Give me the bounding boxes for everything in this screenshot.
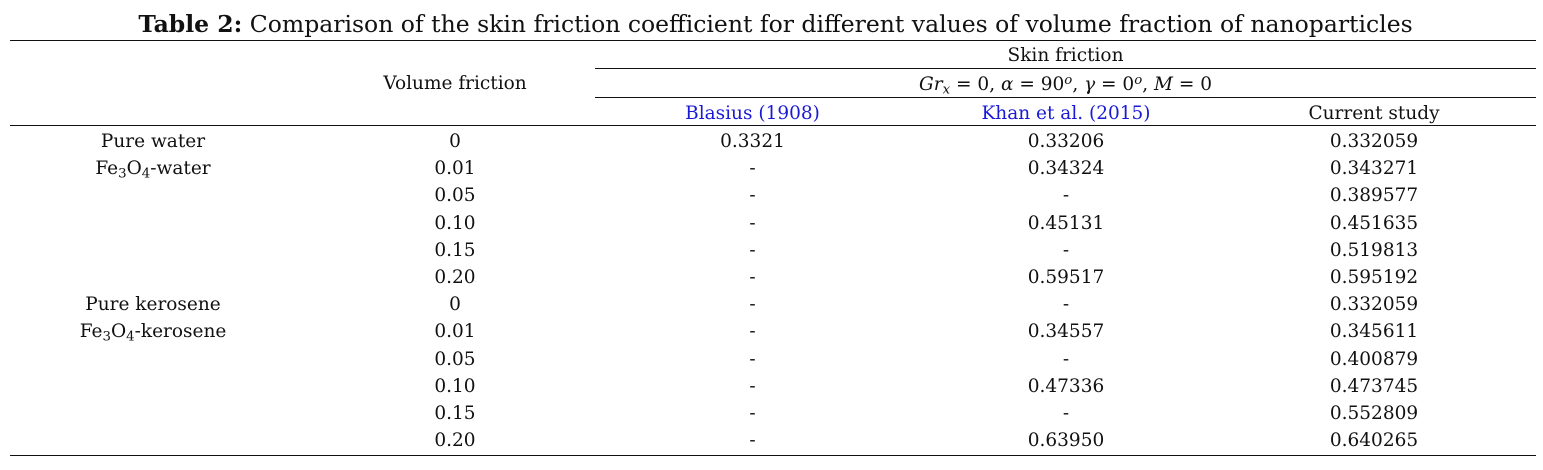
volume-fraction-cell: 0.15 bbox=[434, 239, 476, 261]
current-study-cell: 0.640265 bbox=[1329, 430, 1419, 452]
current-study-cell: 0.473745 bbox=[1329, 375, 1419, 397]
column-header-khan[interactable]: Khan et al. (2015) bbox=[981, 103, 1151, 124]
khan-cell: 0.63950 bbox=[1027, 430, 1105, 452]
current-study-cell: 0.552809 bbox=[1329, 403, 1419, 424]
header-bottom-rule bbox=[10, 125, 1536, 126]
table-row: 0.15 - - 0.519813 bbox=[0, 237, 1543, 264]
blasius-cell: - bbox=[749, 239, 756, 261]
khan-cell: - bbox=[1062, 239, 1070, 261]
condition-rule bbox=[595, 97, 1536, 98]
column-header-blasius[interactable]: Blasius (1908) bbox=[685, 103, 820, 124]
khan-cell: - bbox=[1062, 403, 1070, 424]
blasius-cell: - bbox=[749, 158, 756, 180]
table-row: Fe3O4-kerosene 0.01 - 0.34557 0.345611 bbox=[0, 318, 1543, 345]
current-study-cell: 0.332059 bbox=[1329, 294, 1419, 316]
current-study-cell: 0.400879 bbox=[1329, 348, 1419, 370]
current-study-cell: 0.332059 bbox=[1329, 131, 1419, 152]
table-row: 0.05 - - 0.389577 bbox=[0, 182, 1543, 209]
current-study-cell: 0.389577 bbox=[1329, 185, 1419, 207]
table-body: Pure water 0 0.3321 0.33206 0.332059 Fe3O4-wa… bbox=[0, 128, 1543, 454]
blasius-cell: - bbox=[749, 375, 756, 397]
volume-fraction-cell: 0.20 bbox=[434, 267, 476, 288]
current-study-cell: 0.595192 bbox=[1329, 267, 1419, 288]
khan-cell: 0.33206 bbox=[1027, 131, 1105, 152]
blasius-cell: - bbox=[749, 267, 756, 288]
current-study-cell: 0.345611 bbox=[1329, 321, 1419, 343]
blasius-cell: - bbox=[749, 403, 756, 424]
khan-cell: - bbox=[1062, 294, 1070, 316]
volume-fraction-cell: 0 bbox=[449, 131, 461, 152]
caption-text: Comparison of the skin friction coeffici… bbox=[242, 10, 1413, 38]
khan-cell: 0.34557 bbox=[1027, 321, 1105, 343]
table-row: Pure kerosene 0 - - 0.332059 bbox=[0, 291, 1543, 318]
top-rule bbox=[10, 40, 1536, 41]
volume-column-header: Volume friction bbox=[383, 73, 527, 94]
volume-fraction-cell: 0.15 bbox=[434, 403, 476, 424]
volume-fraction-cell: 0.20 bbox=[434, 430, 476, 452]
volume-fraction-cell: 0.01 bbox=[434, 321, 476, 343]
current-study-cell: 0.343271 bbox=[1329, 158, 1419, 180]
blasius-cell: - bbox=[749, 185, 756, 207]
fluid-cell: Pure water bbox=[100, 131, 206, 152]
table-row: 0.20 - 0.63950 0.640265 bbox=[0, 427, 1543, 454]
table-row: Pure water 0 0.3321 0.33206 0.332059 bbox=[0, 128, 1543, 155]
fluid-cell: Fe3O4-kerosene bbox=[79, 321, 227, 345]
current-study-cell: 0.451635 bbox=[1329, 212, 1419, 234]
table-row: Fe3O4-water 0.01 - 0.34324 0.343271 bbox=[0, 155, 1543, 182]
khan-cell: 0.45131 bbox=[1027, 212, 1105, 234]
table-row: 0.15 - - 0.552809 bbox=[0, 400, 1543, 427]
khan-cell: 0.59517 bbox=[1027, 267, 1105, 288]
table-row: 0.10 - 0.45131 0.451635 bbox=[0, 210, 1543, 237]
current-study-cell: 0.519813 bbox=[1329, 239, 1419, 261]
fluid-cell: Fe3O4-water bbox=[95, 158, 211, 182]
volume-fraction-cell: 0.10 bbox=[434, 375, 476, 397]
table-caption: Table 2: Comparison of the skin friction… bbox=[0, 9, 1543, 39]
volume-fraction-cell: 0.05 bbox=[434, 185, 476, 207]
blasius-cell: - bbox=[749, 212, 756, 234]
condition-header: Grx = 0, α = 90o, γ = 0o, M = 0 bbox=[919, 73, 1212, 98]
bottom-rule bbox=[10, 455, 1536, 456]
column-header-current: Current study bbox=[1308, 103, 1440, 124]
table-row: 0.10 - 0.47336 0.473745 bbox=[0, 373, 1543, 400]
blasius-cell: - bbox=[749, 294, 756, 316]
blasius-cell: - bbox=[749, 348, 756, 370]
table-label: Table 2: bbox=[138, 10, 243, 38]
khan-cell: 0.34324 bbox=[1027, 158, 1105, 180]
table-row: 0.20 - 0.59517 0.595192 bbox=[0, 264, 1543, 291]
khan-cell: 0.47336 bbox=[1027, 375, 1105, 397]
volume-fraction-cell: 0.05 bbox=[434, 348, 476, 370]
fluid-cell: Pure kerosene bbox=[85, 294, 221, 316]
blasius-cell: - bbox=[749, 430, 756, 452]
skin-friction-header: Skin friction bbox=[1007, 45, 1124, 66]
table-row: 0.05 - - 0.400879 bbox=[0, 346, 1543, 373]
khan-cell: - bbox=[1062, 348, 1070, 370]
blasius-cell: 0.3321 bbox=[720, 131, 785, 152]
volume-fraction-cell: 0.01 bbox=[434, 158, 476, 180]
khan-cell: - bbox=[1062, 185, 1070, 207]
volume-fraction-cell: 0.10 bbox=[434, 212, 476, 234]
skin-friction-rule bbox=[595, 68, 1536, 69]
volume-fraction-cell: 0 bbox=[449, 294, 461, 316]
blasius-cell: - bbox=[749, 321, 756, 343]
